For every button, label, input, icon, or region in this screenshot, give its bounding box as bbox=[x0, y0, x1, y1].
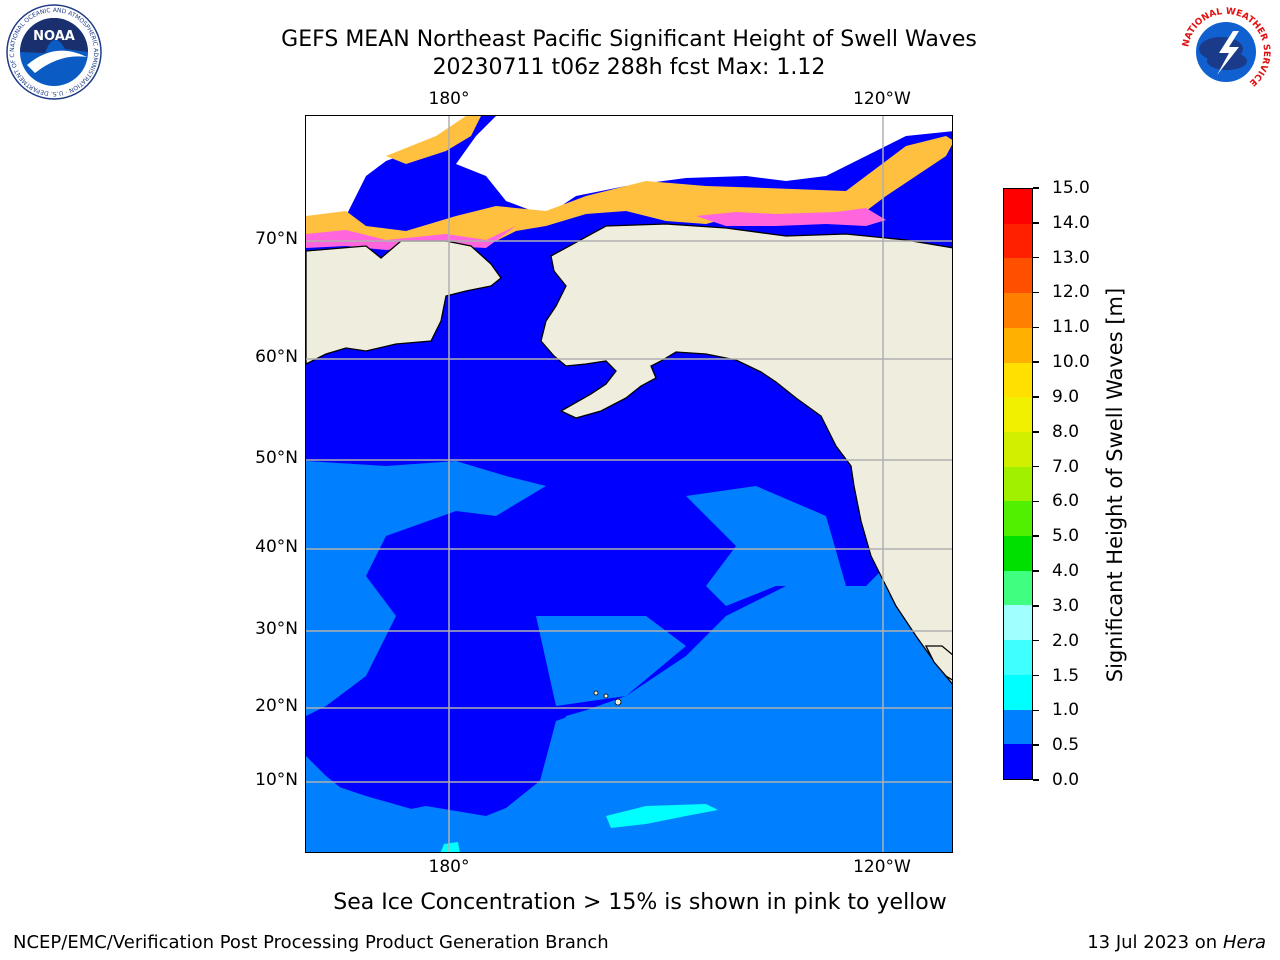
lat-label-20n: 20°N bbox=[255, 696, 298, 716]
footer-credit: NCEP/EMC/Verification Post Processing Pr… bbox=[13, 932, 609, 953]
ice-north-patch bbox=[386, 116, 481, 164]
colorbar-tick-mark bbox=[1033, 570, 1039, 572]
colorbar bbox=[1003, 188, 1033, 780]
colorbar-segment bbox=[1004, 536, 1032, 571]
colorbar-segment bbox=[1004, 223, 1032, 259]
colorbar-tick-label: 13.0 bbox=[1052, 247, 1090, 268]
lat-label-10n: 10°N bbox=[255, 770, 298, 790]
hawaii-island-2 bbox=[603, 693, 609, 699]
noaa-logo: NATIONAL OCEANIC AND ATMOSPHERIC ADMINIS… bbox=[5, 3, 102, 100]
lat-label-50n: 50°N bbox=[255, 448, 298, 468]
colorbar-tick-mark bbox=[1033, 326, 1039, 329]
colorbar-tick-mark bbox=[1033, 674, 1039, 677]
colorbar-segment bbox=[1004, 293, 1032, 328]
colorbar-tick-mark bbox=[1033, 535, 1039, 537]
colorbar-segment bbox=[1004, 709, 1032, 745]
colorbar-tick-label: 7.0 bbox=[1052, 456, 1080, 477]
colorbar-segment bbox=[1004, 501, 1032, 537]
colorbar-segment bbox=[1004, 397, 1032, 432]
lon-label-bottom-180: 180° bbox=[428, 857, 470, 877]
sea-ice-white-center bbox=[456, 116, 952, 216]
cyan-patch-south bbox=[606, 804, 718, 828]
colorbar-tick-label: 10.0 bbox=[1052, 352, 1090, 373]
colorbar-tick-mark bbox=[1033, 639, 1039, 642]
colorbar-tick-label: 9.0 bbox=[1052, 386, 1080, 407]
colorbar-segment bbox=[1004, 605, 1032, 641]
colorbar-tick-label: 1.0 bbox=[1052, 700, 1080, 721]
colorbar-segment bbox=[1004, 431, 1032, 467]
colorbar-segment bbox=[1004, 640, 1032, 675]
colorbar-title: Significant Height of Swell Waves [m] bbox=[1103, 287, 1127, 683]
colorbar-segment bbox=[1004, 466, 1032, 502]
colorbar-tick-mark bbox=[1033, 744, 1039, 746]
lat-label-30n: 30°N bbox=[255, 619, 298, 639]
colorbar-tick-mark bbox=[1033, 465, 1039, 468]
colorbar-tick-mark bbox=[1033, 396, 1039, 398]
lon-label-bottom-120w: 120°W bbox=[853, 857, 911, 877]
cyan-patch-bottom bbox=[440, 842, 460, 852]
sea-ice-edge-yellow bbox=[306, 136, 952, 246]
noaa-logo-text: NOAA bbox=[33, 29, 75, 44]
colorbar-tick-label: 12.0 bbox=[1052, 282, 1090, 303]
colorbar-tick-mark bbox=[1033, 709, 1039, 712]
colorbar-tick-mark bbox=[1033, 187, 1039, 189]
colorbar-segment bbox=[1004, 327, 1032, 363]
colorbar-tick-mark bbox=[1033, 500, 1039, 503]
colorbar-tick-mark bbox=[1033, 779, 1039, 781]
colorbar-segment bbox=[1004, 362, 1032, 398]
lon-label-top-180: 180° bbox=[428, 89, 470, 109]
map-canvas bbox=[306, 116, 952, 852]
chart-subtitle: 20230711 t06z 288h fcst Max: 1.12 bbox=[432, 55, 826, 80]
map-panel bbox=[305, 115, 953, 853]
colorbar-tick-label: 6.0 bbox=[1052, 491, 1080, 512]
colorbar-segment bbox=[1004, 258, 1032, 294]
colorbar-tick-label: 14.0 bbox=[1052, 212, 1090, 233]
colorbar-tick-mark bbox=[1033, 431, 1039, 433]
colorbar-segment bbox=[1004, 674, 1032, 710]
mid-swell-south bbox=[536, 616, 686, 706]
grid-lines bbox=[306, 116, 952, 852]
nws-logo: NATIONAL WEATHER SERVICE bbox=[1179, 5, 1273, 99]
lat-label-70n: 70°N bbox=[255, 229, 298, 249]
colorbar-tick-label: 0.5 bbox=[1052, 735, 1080, 756]
colorbar-tick-mark bbox=[1033, 222, 1039, 224]
footer-date-text: 13 Jul 2023 on bbox=[1087, 932, 1223, 953]
land-southeast-coast bbox=[924, 645, 952, 681]
colorbar-tick-label: 1.5 bbox=[1052, 665, 1080, 686]
colorbar-tick-mark bbox=[1033, 361, 1039, 363]
colorbar-tick-label: 11.0 bbox=[1052, 317, 1090, 338]
sea-ice-note: Sea Ice Concentration > 15% is shown in … bbox=[333, 890, 947, 915]
colorbar-tick-label: 5.0 bbox=[1052, 526, 1080, 547]
colorbar-tick-label: 8.0 bbox=[1052, 421, 1080, 442]
lon-label-top-120w: 120°W bbox=[853, 89, 911, 109]
lat-label-40n: 40°N bbox=[255, 537, 298, 557]
sea-ice-edge-pink-east bbox=[696, 208, 886, 226]
chart-title: GEFS MEAN Northeast Pacific Significant … bbox=[281, 27, 977, 52]
footer-host: Hera bbox=[1222, 932, 1266, 953]
mid-swell-east bbox=[686, 486, 846, 606]
lat-label-60n: 60°N bbox=[255, 347, 298, 367]
hawaii-island-1 bbox=[593, 690, 599, 696]
colorbar-tick-label: 2.0 bbox=[1052, 630, 1080, 651]
footer-date: 13 Jul 2023 on Hera bbox=[1087, 932, 1266, 953]
colorbar-tick-label: 4.0 bbox=[1052, 561, 1080, 582]
colorbar-tick-label: 15.0 bbox=[1052, 178, 1090, 198]
mid-swell-band-north bbox=[306, 461, 546, 716]
colorbar-tick-label: 3.0 bbox=[1052, 595, 1080, 616]
colorbar-tick-mark bbox=[1033, 256, 1039, 259]
colorbar-tick-mark bbox=[1033, 605, 1039, 607]
hawaii-island-3 bbox=[614, 698, 622, 706]
colorbar-segment bbox=[1004, 189, 1032, 224]
colorbar-segment bbox=[1004, 570, 1032, 606]
land-alaska-canada bbox=[540, 223, 952, 685]
colorbar-segment bbox=[1004, 744, 1032, 779]
colorbar-tick-mark bbox=[1033, 291, 1039, 294]
colorbar-tick-label: 0.0 bbox=[1052, 770, 1080, 790]
